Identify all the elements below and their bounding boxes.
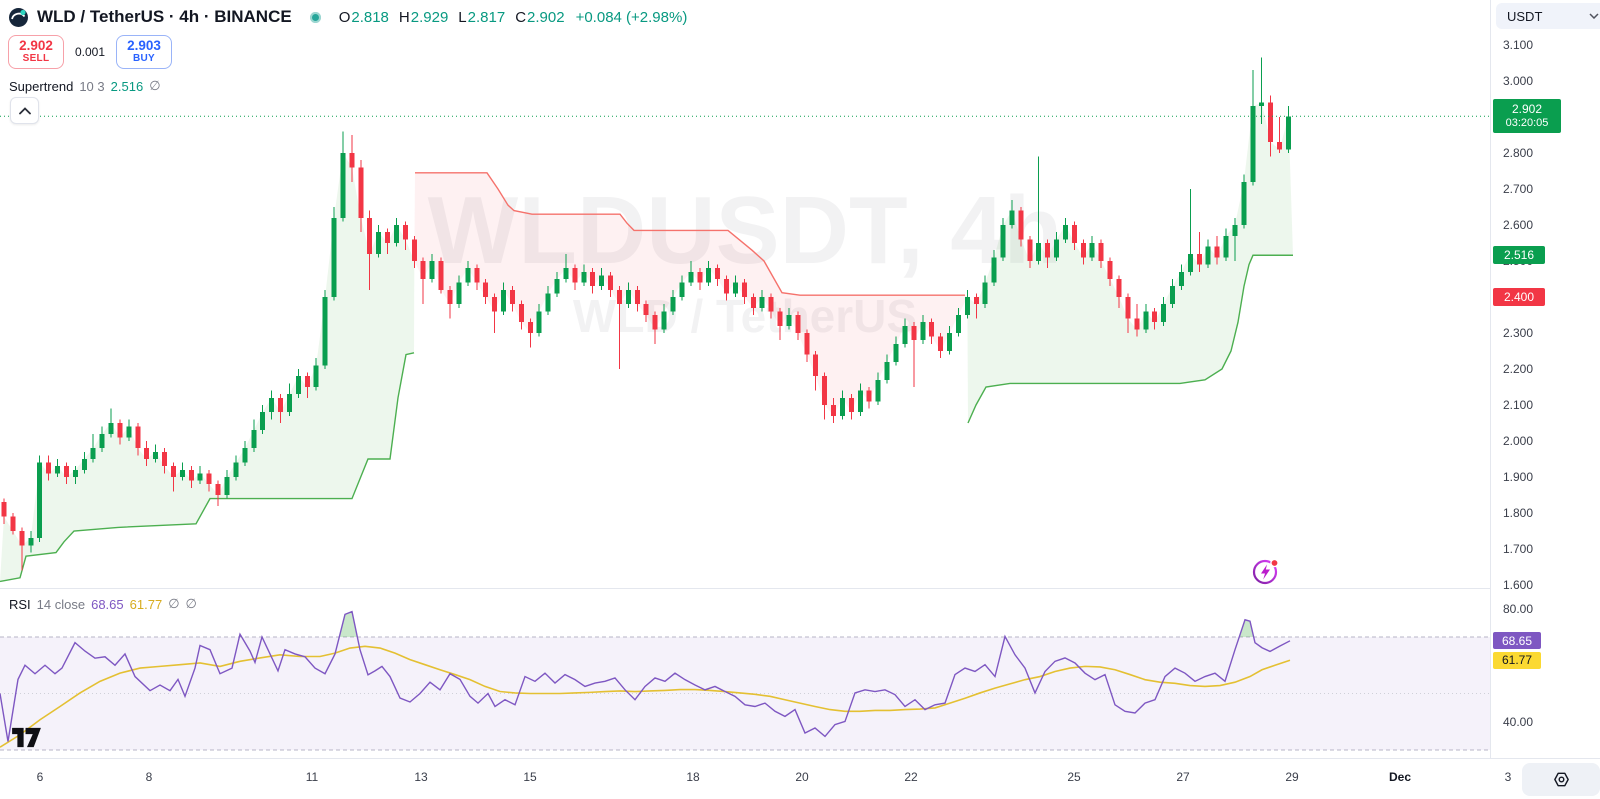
price-tick-label: 2.300 <box>1503 326 1534 340</box>
price-tick-label: 2.000 <box>1503 434 1534 448</box>
price-badge: 68.65 <box>1493 632 1541 650</box>
time-axis[interactable]: 6 8 11 13 15 18 20 22 25 27 29 Dec 3 <box>0 758 1600 799</box>
open-label: O <box>338 8 351 26</box>
close-value: 2.902 <box>527 8 565 26</box>
supertrend-legend-row[interactable]: Supertrend 10 3 2.516 ∅ <box>9 78 161 94</box>
sell-label: SELL <box>22 53 50 64</box>
time-tick-label: 6 <box>36 770 44 784</box>
flash-promo-button[interactable] <box>1250 555 1282 587</box>
settings-button[interactable] <box>1522 763 1600 796</box>
time-tick-label: 25 <box>1067 770 1081 784</box>
open-value: 2.818 <box>351 8 389 26</box>
chart-canvas[interactable] <box>0 0 1490 758</box>
time-tick-label: 20 <box>795 770 809 784</box>
price-tick-label: 2.700 <box>1503 182 1534 196</box>
sell-price: 2.902 <box>19 38 53 53</box>
chevron-down-icon <box>1589 13 1599 19</box>
pane-separator[interactable] <box>0 588 1600 589</box>
price-axis[interactable]: USDT 3.1003.0002.8002.7002.6002.5002.400… <box>1490 0 1600 758</box>
tradingview-logo[interactable] <box>10 726 43 755</box>
supertrend-name: Supertrend <box>9 78 74 94</box>
rsi-value: 68.65 <box>91 596 124 612</box>
supertrend-params: 10 3 <box>79 78 105 94</box>
rsi-tick-label: 80.00 <box>1503 601 1534 616</box>
rsi-line <box>0 610 1291 742</box>
tradingview-logo-icon <box>12 727 41 748</box>
chart-header: WLD / TetherUS · 4h · BINANCE O 2.818 H 2.… <box>8 6 687 28</box>
buy-label: BUY <box>132 53 155 64</box>
supertrend-value: 2.516 <box>110 78 144 94</box>
price-tick-label: 2.200 <box>1503 362 1534 376</box>
chevron-up-icon <box>18 106 31 114</box>
time-tick-label: 27 <box>1176 770 1190 784</box>
price-tick-label: 2.600 <box>1503 218 1534 232</box>
time-tick-label: 11 <box>305 770 319 784</box>
ohlc-values: O 2.818 H 2.929 L 2.817 C 2.902 +0.084 (+2.9… <box>339 9 688 26</box>
time-tick-label: 8 <box>145 770 153 784</box>
rsi-ma-line <box>0 645 1291 748</box>
price-tick-label: 1.700 <box>1503 542 1534 556</box>
currency-label: USDT <box>1507 8 1543 24</box>
symbol-title[interactable]: WLD / TetherUS · 4h · BINANCE <box>37 7 292 26</box>
time-tick-label: 15 <box>523 770 537 784</box>
price-badge: 61.77 <box>1493 651 1541 669</box>
change-value: +0.084 (+2.98%) <box>575 8 688 26</box>
buy-price: 2.903 <box>127 38 161 53</box>
rsi-overbought-fill <box>239 611 1254 637</box>
rsi-params: 14 close <box>36 596 86 612</box>
time-tick-label: 13 <box>414 770 428 784</box>
slash-circle-icon[interactable]: ∅ <box>168 596 180 611</box>
price-tick-label: 2.800 <box>1503 146 1534 160</box>
sell-button[interactable]: 2.902 SELL <box>8 35 64 69</box>
rsi-tick-label: 40.00 <box>1503 714 1534 729</box>
time-tick-label: 29 <box>1285 770 1299 784</box>
spread-value: 0.001 <box>74 45 106 59</box>
high-label: H <box>398 8 410 26</box>
high-value: 2.929 <box>410 8 449 26</box>
rsi-band <box>0 636 1490 751</box>
time-tick-label: Dec <box>1388 770 1412 784</box>
gear-icon <box>1553 772 1569 787</box>
supertrend-indicator <box>0 102 1293 583</box>
price-tick-label: 1.800 <box>1503 506 1534 520</box>
price-badge: 2.516 <box>1493 246 1545 265</box>
price-badge: 2.902 03:20:05 <box>1493 99 1561 134</box>
price-tick-label: 1.900 <box>1503 470 1534 484</box>
slash-circle-icon[interactable]: ∅ <box>185 596 197 611</box>
low-value: 2.817 <box>467 8 506 26</box>
price-tick-label: 1.600 <box>1503 578 1534 592</box>
price-badge: 2.400 <box>1493 288 1545 306</box>
price-tick-label: 3.000 <box>1503 74 1534 88</box>
market-status-icon[interactable] <box>309 11 321 23</box>
currency-dropdown[interactable]: USDT <box>1496 3 1600 29</box>
buy-button[interactable]: 2.903 BUY <box>116 35 172 69</box>
lightning-icon <box>1252 558 1279 585</box>
low-label: L <box>458 8 467 26</box>
time-tick-label: 18 <box>686 770 700 784</box>
collapse-legend-button[interactable] <box>10 97 39 124</box>
price-tick-label: 3.100 <box>1503 38 1534 52</box>
slash-circle-icon[interactable]: ∅ <box>149 78 161 93</box>
rsi-legend-row[interactable]: RSI 14 close 68.65 61.77 ∅ ∅ <box>9 596 197 612</box>
symbol-logo-icon <box>9 7 28 27</box>
rsi-ma-value: 61.77 <box>129 596 163 612</box>
candlestick-series <box>1 57 1291 571</box>
price-tick-label: 2.100 <box>1503 398 1534 412</box>
time-tick-label: 22 <box>904 770 918 784</box>
time-tick-label: 3 <box>1504 770 1512 784</box>
trade-panel: 2.902 SELL 0.001 2.903 BUY <box>8 35 172 69</box>
rsi-name: RSI <box>9 596 31 612</box>
close-label: C <box>515 8 527 26</box>
